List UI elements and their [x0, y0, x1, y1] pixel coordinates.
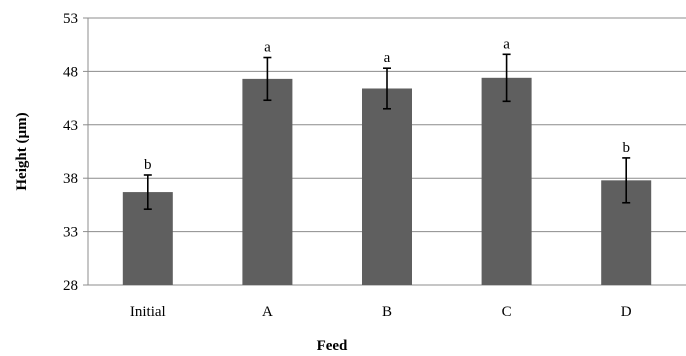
x-tick-labels: Initial A B C D: [130, 304, 632, 320]
x-tick-label: C: [502, 304, 512, 320]
significance-labels: b a a a b: [144, 36, 630, 173]
y-axis-title: Height (µm): [14, 112, 30, 190]
y-tick-label: 28: [63, 278, 78, 294]
x-tick-label: D: [621, 304, 632, 320]
x-tick-label: Initial: [130, 304, 166, 320]
y-tick-labels: 28 33 38 43 48 53: [63, 11, 78, 294]
x-tick-label: B: [382, 304, 392, 320]
bar-b: [362, 88, 412, 285]
significance-label: a: [264, 40, 271, 56]
x-tick-label: A: [262, 304, 273, 320]
error-bars: [143, 53, 631, 210]
significance-label: a: [384, 50, 391, 66]
y-tick-label: 48: [63, 64, 78, 80]
y-tick-label: 38: [63, 171, 78, 187]
significance-label: a: [503, 36, 510, 52]
bar-a: [242, 78, 293, 285]
bar-c: [481, 77, 532, 285]
y-tick-label: 43: [63, 118, 78, 134]
y-tick-label: 53: [63, 11, 78, 27]
x-axis-title: Feed: [317, 338, 348, 354]
significance-label: b: [144, 157, 152, 173]
significance-label: b: [622, 140, 630, 156]
y-tick-label: 33: [63, 225, 78, 241]
